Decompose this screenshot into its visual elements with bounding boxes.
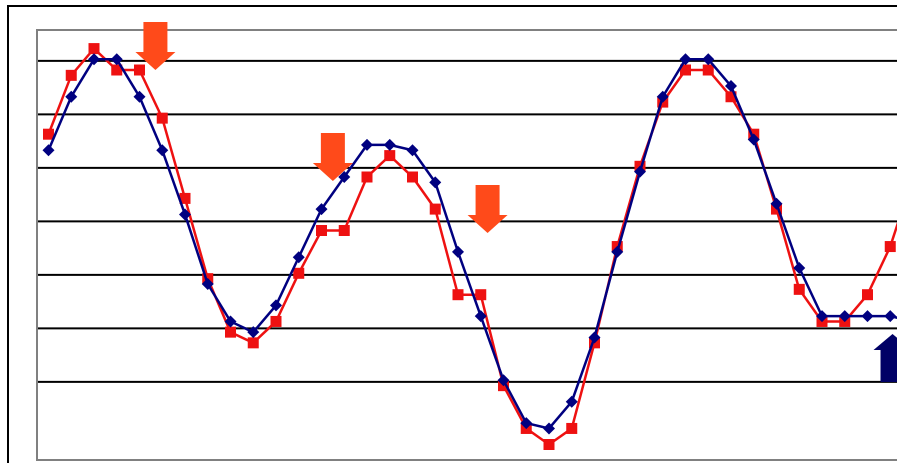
down-arrow-marker <box>312 133 353 181</box>
data-point-diamond <box>611 245 624 258</box>
data-point-diamond <box>884 310 897 323</box>
data-point-square <box>270 315 282 327</box>
data-point-square <box>452 289 464 301</box>
data-point-square <box>475 289 487 301</box>
data-point-diamond <box>110 53 123 66</box>
data-point-diamond <box>497 374 510 387</box>
data-point-square <box>725 91 737 103</box>
data-point-diamond <box>634 165 646 178</box>
data-point-square <box>429 203 441 215</box>
up-arrow-marker <box>873 334 897 382</box>
data-point-square <box>680 64 691 76</box>
data-point-diamond <box>201 278 214 290</box>
data-point-diamond <box>838 310 851 323</box>
data-point-diamond <box>679 53 692 66</box>
data-point-diamond <box>65 90 78 103</box>
data-point-diamond <box>861 310 874 323</box>
data-point-diamond <box>452 245 464 258</box>
data-point-square <box>316 225 327 236</box>
data-point-diamond <box>292 251 305 264</box>
data-point-square <box>43 128 54 140</box>
data-point-square <box>88 43 100 55</box>
data-point-square <box>702 64 714 76</box>
data-point-square <box>862 289 873 301</box>
data-point-square <box>65 69 77 81</box>
data-point-diamond <box>247 326 260 339</box>
data-point-diamond <box>747 133 760 146</box>
series-2 <box>42 53 897 435</box>
plot-area-border <box>36 29 897 461</box>
data-point-square <box>884 241 896 253</box>
data-point-diamond <box>702 53 715 66</box>
data-point-diamond <box>656 90 669 103</box>
data-point-diamond <box>270 299 282 312</box>
data-point-square <box>156 112 168 124</box>
data-point-diamond <box>565 395 578 408</box>
data-point-diamond <box>793 261 806 274</box>
data-point-diamond <box>383 138 396 151</box>
down-arrow-marker <box>467 185 508 233</box>
data-point-diamond <box>543 422 555 435</box>
data-point-square <box>793 283 805 295</box>
data-point-diamond <box>770 197 783 210</box>
data-point-square <box>225 326 236 338</box>
data-point-diamond <box>338 171 351 183</box>
data-point-square <box>111 64 123 76</box>
data-point-square <box>384 150 396 162</box>
data-point-diamond <box>361 138 373 151</box>
data-point-diamond <box>588 331 601 344</box>
data-point-square <box>134 64 145 76</box>
data-point-square <box>338 225 350 236</box>
data-point-diamond <box>725 80 737 93</box>
data-point-square <box>247 337 259 349</box>
data-point-diamond <box>133 90 146 103</box>
data-point-diamond <box>474 310 487 323</box>
data-point-diamond <box>315 203 328 216</box>
series-lines <box>42 43 897 450</box>
data-point-diamond <box>429 176 442 189</box>
gridlines <box>38 59 897 383</box>
data-point-square <box>179 192 191 204</box>
data-point-square <box>407 171 418 183</box>
data-point-diamond <box>816 310 828 323</box>
data-point-diamond <box>406 144 419 157</box>
down-arrow-marker <box>135 22 176 70</box>
data-point-diamond <box>179 208 191 221</box>
data-point-diamond <box>88 53 100 66</box>
data-point-square <box>543 439 555 450</box>
data-point-square <box>361 171 373 183</box>
data-point-square <box>293 267 305 279</box>
data-point-diamond <box>156 144 169 157</box>
arrow-annotations <box>135 22 897 382</box>
data-point-diamond <box>520 417 533 430</box>
data-point-diamond <box>224 315 237 328</box>
data-point-diamond <box>42 144 55 157</box>
data-point-square <box>566 422 578 434</box>
